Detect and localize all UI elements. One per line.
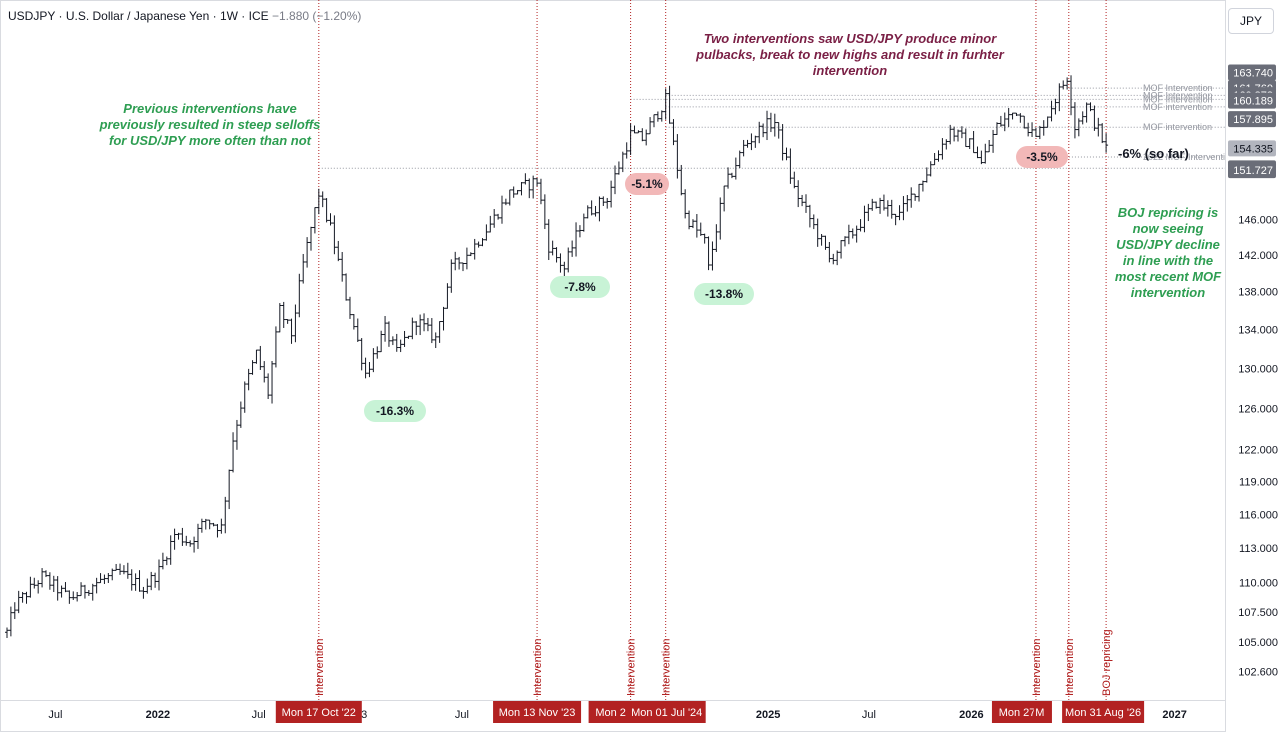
y-tick-label: 113.000 <box>1239 543 1278 555</box>
y-tick-label: 130.000 <box>1238 363 1278 375</box>
level-label: MOF intervention <box>1143 102 1212 112</box>
event-label: Intervention <box>661 639 673 696</box>
price-tag <box>1228 64 1276 81</box>
currency-button[interactable]: JPY <box>1228 8 1274 34</box>
event-axis-label: Mon 31 Aug '26 <box>1065 707 1141 719</box>
price-tag-label: 163.740 <box>1233 68 1273 80</box>
price-tag-label: 160.189 <box>1233 96 1273 108</box>
event-label: Intervention <box>1031 639 1043 696</box>
x-tick-label: Jul <box>252 709 266 721</box>
x-tick-label: 2025 <box>756 709 780 721</box>
interval[interactable]: 1W <box>219 9 238 23</box>
event-axis-label: Mon 01 Jul '24 <box>631 707 702 719</box>
symbol-description: U.S. Dollar / Japanese Yen <box>65 9 210 23</box>
drawdown-pill-3: -5.1% <box>625 173 669 195</box>
time-axis[interactable]: Jul2022Jul23Jul2025Jul20262027Mon 17 Oct… <box>0 700 1226 724</box>
event-axis-box <box>588 701 633 723</box>
event-axis-box <box>1062 701 1145 723</box>
level-label: 2022 MOF Intervention <box>1143 152 1235 162</box>
level-label: MOF intervention <box>1143 122 1212 132</box>
y-tick-label: 146.000 <box>1238 214 1278 226</box>
y-tick-label: 107.500 <box>1238 607 1278 619</box>
ohlc-bars <box>5 75 1109 638</box>
event-axis-box <box>493 701 582 723</box>
event-axis-box <box>1033 701 1046 723</box>
level-label: MOF Intervention <box>1143 90 1213 100</box>
y-tick-label: 119.000 <box>1239 477 1278 489</box>
y-tick-label: 126.000 <box>1238 403 1278 415</box>
y-tick-label: 105.000 <box>1238 637 1278 649</box>
event-axis-label: Mon 17 Oct '22 <box>282 707 356 719</box>
x-tick-label: 2026 <box>959 709 983 721</box>
drawdown-pill-2: -7.8% <box>550 276 610 298</box>
price-tag <box>1228 111 1276 128</box>
drawdown-pill-4: -13.8% <box>694 283 754 305</box>
event-axis-label: Mon 13 Nov '23 <box>499 707 576 719</box>
event-axis-box <box>627 701 706 723</box>
x-tick-label: Jul <box>862 709 876 721</box>
event-label: Intervention <box>532 639 544 696</box>
event-label: Intervention <box>1064 639 1076 696</box>
note-two-interventions: Two interventions saw USD/JPY produce mi… <box>696 31 1004 78</box>
event-axis-label: Mon 2 <box>595 707 626 719</box>
price-tag <box>1228 140 1276 157</box>
price-change: −1.880 (−1.20%) <box>272 9 362 23</box>
x-tick-label: 2027 <box>1162 709 1186 721</box>
price-tag <box>1228 92 1276 109</box>
note-previous-interventions: Previous interventions have previously r… <box>99 101 321 148</box>
note-boj-repricing: BOJ repricing is now seeing USD/JPY decl… <box>1114 205 1222 300</box>
y-tick-label: 134.000 <box>1238 324 1278 336</box>
x-tick-label: Jul <box>455 709 469 721</box>
exchange: ICE <box>248 9 269 23</box>
event-axis-label: M <box>1035 707 1044 719</box>
price-tag-label: 157.895 <box>1233 114 1273 126</box>
price-tag-label: 151.727 <box>1233 165 1273 177</box>
y-tick-label: 138.000 <box>1238 287 1278 299</box>
event-label: Intervention <box>626 639 638 696</box>
event-label: BOJ repricing <box>1101 629 1113 696</box>
price-axis[interactable]: 102.600 105.000 107.500 110.000 113.000 116.0… <box>1225 0 1285 732</box>
y-tick-label: 110.000 <box>1239 577 1278 589</box>
y-tick-label: 102.600 <box>1238 667 1278 679</box>
symbol[interactable]: USDJPY <box>8 9 56 23</box>
so-far-label: -6% (so far) <box>1118 146 1189 161</box>
event-axis-box <box>275 701 362 723</box>
level-label: MOF Intervention <box>1143 83 1213 93</box>
symbol-header: USDJPY · U.S. Dollar / Japanese Yen · 1W… <box>8 9 362 23</box>
x-tick-label: 2022 <box>146 709 170 721</box>
event-label: Intervention <box>314 639 326 696</box>
event-lines: Intervention Intervention Intervention Inte… <box>314 0 1113 700</box>
y-tick-label: 122.000 <box>1238 445 1278 457</box>
drawdown-pill-5: -3.5% <box>1016 146 1068 168</box>
y-tick-label: 142.000 <box>1238 250 1278 262</box>
level-label: MOF Intervention <box>1143 94 1213 104</box>
price-tag-label: 154.335 <box>1233 143 1273 155</box>
x-tick-label: Jul <box>48 709 62 721</box>
y-tick-label: 116.000 <box>1239 509 1278 521</box>
drawdown-pill-1: -16.3% <box>364 400 426 422</box>
price-tag <box>1228 162 1276 179</box>
